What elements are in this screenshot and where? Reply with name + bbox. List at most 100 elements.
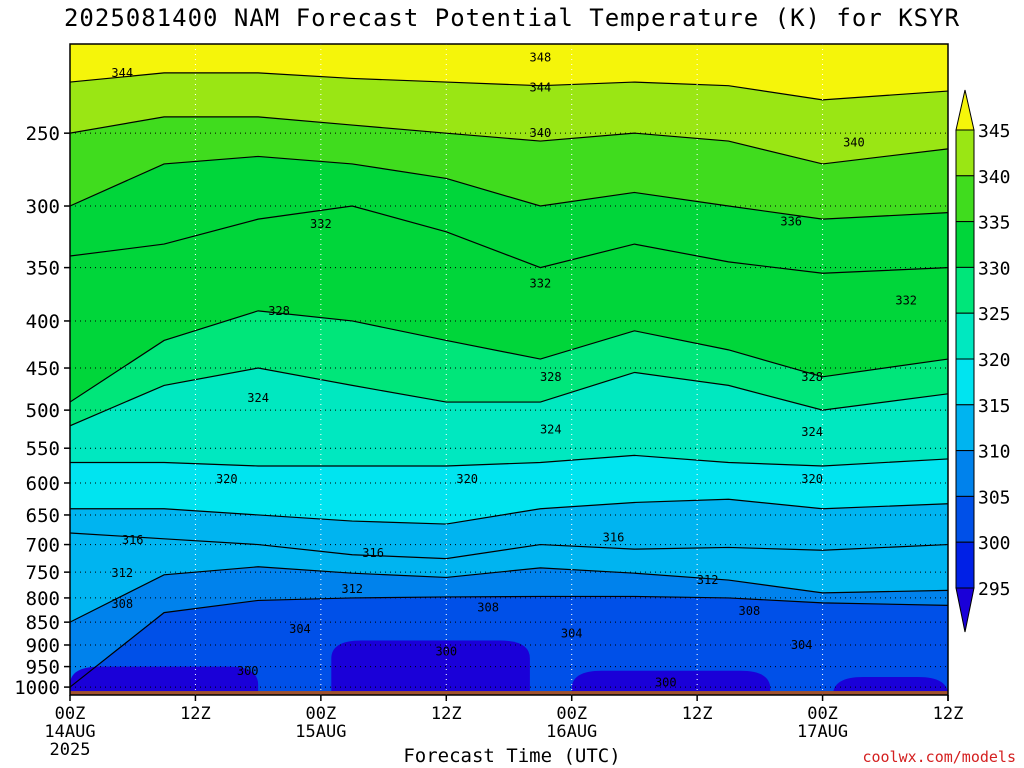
y-tick-label: 300 — [26, 196, 60, 218]
contour-label: 320 — [216, 472, 238, 486]
y-tick-label: 250 — [26, 123, 60, 145]
y-tick-label: 700 — [26, 535, 60, 557]
y-tick-label: 400 — [26, 311, 60, 333]
contour-label: 340 — [843, 136, 865, 150]
contour-label: 312 — [697, 573, 719, 587]
ground-surface — [70, 691, 948, 695]
colorbar-label: 310 — [978, 442, 1011, 463]
cold-pool-1 — [331, 640, 530, 695]
x-year-label: 2025 — [50, 740, 91, 760]
contour-label: 328 — [268, 304, 290, 318]
contour-label: 316 — [362, 546, 384, 560]
x-tick-label: 00Z — [807, 704, 838, 724]
x-date-label: 15AUG — [295, 722, 346, 742]
credit-link[interactable]: coolwx.com/models — [862, 748, 1016, 766]
contour-label: 348 — [530, 51, 552, 65]
y-tick-label: 950 — [26, 657, 60, 679]
colorbar-swatch — [955, 495, 975, 543]
contour-label: 324 — [247, 391, 269, 405]
contour-label: 344 — [111, 66, 133, 80]
isentrope-344 — [70, 72, 948, 101]
x-tick-label: 00Z — [305, 704, 336, 724]
y-tick-label: 550 — [26, 438, 60, 460]
chart-title: 2025081400 NAM Forecast Potential Temper… — [63, 4, 961, 32]
x-tick-label: 00Z — [55, 704, 86, 724]
isentrope-336 — [70, 155, 948, 220]
colorbar-label: 305 — [978, 487, 1011, 508]
y-tick-label: 450 — [26, 358, 60, 380]
colorbar-label: 345 — [978, 121, 1011, 142]
cold-pool-2 — [571, 670, 771, 695]
contour-label: 328 — [801, 370, 823, 384]
cold-pool-0 — [70, 666, 259, 695]
x-tick-label: 12Z — [431, 704, 462, 724]
plot-area: 348 344 344 340 340 336 332 332 332 328 328 328 324 3… — [70, 44, 948, 695]
x-tick-label: 12Z — [682, 704, 713, 724]
contour-label: 340 — [530, 126, 552, 140]
colorbar-swatch — [955, 266, 975, 314]
cold-pool-3 — [833, 676, 948, 695]
y-tick-label: 350 — [26, 258, 60, 280]
isentrope-308 — [70, 566, 948, 623]
colorbar-swatch — [955, 404, 975, 452]
colorbar-label: 300 — [978, 533, 1011, 554]
contour-label: 316 — [603, 531, 625, 545]
contour-label: 332 — [310, 217, 332, 231]
colorbar-label: 325 — [978, 304, 1011, 325]
colorbar-swatch — [955, 541, 975, 589]
x-axis-title: Forecast Time (UTC) — [403, 745, 621, 767]
contour-label: 308 — [477, 600, 499, 614]
x-date-label: 14AUG — [44, 722, 95, 742]
colorbar-label: 315 — [978, 396, 1011, 417]
colorbar-swatch — [955, 312, 975, 360]
contour-label: 332 — [895, 293, 917, 307]
colorbar-swatch — [955, 221, 975, 268]
contour-label: 304 — [561, 627, 583, 641]
colorbar-min-arrow — [955, 587, 975, 633]
y-tick-label: 600 — [26, 473, 60, 495]
colorbar-label: 330 — [978, 258, 1011, 279]
colorbar-label: 340 — [978, 167, 1011, 188]
colorbar-swatch — [955, 358, 975, 406]
contour-label: 312 — [111, 566, 133, 580]
contour-label: 320 — [801, 472, 823, 486]
plot-frame — [69, 43, 949, 696]
colorbar-max-arrow — [955, 89, 975, 131]
x-tick-label: 12Z — [933, 704, 964, 724]
contour-label: 300 — [655, 675, 677, 689]
colorbar-label: 335 — [978, 213, 1011, 234]
y-tick-label: 850 — [26, 612, 60, 634]
contour-label: 320 — [456, 472, 478, 486]
colorbar-label: 320 — [978, 350, 1011, 371]
contour-label: 312 — [341, 582, 363, 596]
isentrope-328 — [70, 310, 948, 403]
contour-label: 308 — [739, 604, 761, 618]
x-date-label: 17AUG — [797, 722, 848, 742]
y-tick-label: 500 — [26, 400, 60, 422]
contour-label: 324 — [801, 425, 823, 439]
contour-label: 308 — [111, 597, 133, 611]
isentrope-316 — [70, 498, 948, 525]
contour-label: 300 — [435, 645, 457, 659]
colorbar-swatch — [955, 129, 975, 177]
y-tick-label: 900 — [26, 635, 60, 657]
colorbar-swatch — [955, 450, 975, 497]
contour-label: 336 — [780, 215, 802, 229]
contour-label: 304 — [791, 638, 813, 652]
isentrope-320 — [70, 454, 948, 467]
contour-label: 344 — [530, 80, 552, 94]
colorbar-label: 295 — [978, 579, 1011, 600]
isentrope-324 — [70, 367, 948, 427]
y-tick-label: 650 — [26, 505, 60, 527]
contour-label: 316 — [122, 533, 144, 547]
colorbar-swatch — [955, 175, 975, 223]
y-tick-label: 800 — [26, 588, 60, 610]
isentrope-340 — [70, 116, 948, 165]
contour-label: 328 — [540, 370, 562, 384]
y-tick-label: 750 — [26, 562, 60, 584]
contour-label: 300 — [237, 664, 259, 678]
y-tick-label: 1000 — [14, 677, 60, 699]
isentrope-304 — [70, 595, 948, 688]
contour-label: 332 — [530, 276, 552, 290]
